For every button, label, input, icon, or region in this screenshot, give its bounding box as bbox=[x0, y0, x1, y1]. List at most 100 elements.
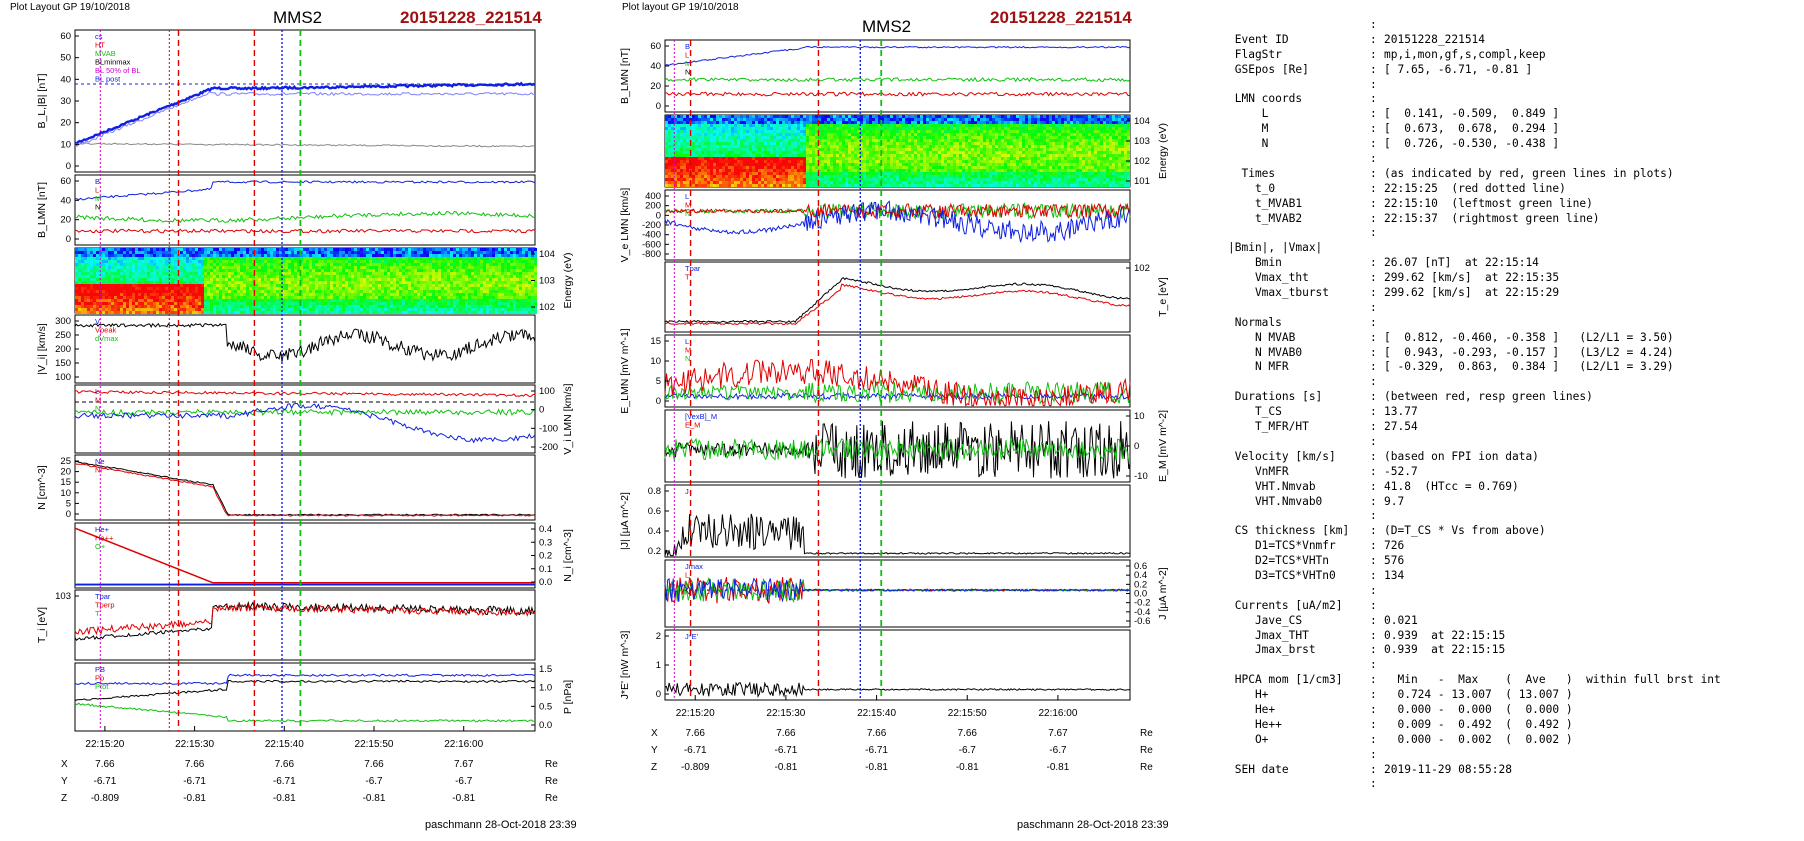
spectrogram-cell bbox=[809, 118, 812, 121]
spectrogram-cell bbox=[450, 293, 453, 296]
spectrogram-cell bbox=[132, 293, 135, 296]
spectrogram-cell bbox=[764, 121, 767, 124]
spectrogram-cell bbox=[725, 115, 728, 118]
spectrogram-cell bbox=[746, 178, 749, 181]
spectrogram-cell bbox=[426, 287, 429, 290]
spectrogram-cell bbox=[695, 181, 698, 184]
spectrogram-cell bbox=[764, 178, 767, 181]
spectrogram-cell bbox=[725, 169, 728, 172]
spectrogram-cell bbox=[725, 121, 728, 124]
spectrogram-cell bbox=[147, 290, 150, 293]
spectrogram-cell bbox=[327, 287, 330, 290]
spectrogram-cell bbox=[387, 254, 390, 257]
spectrogram-cell bbox=[156, 290, 159, 293]
spectrogram-cell bbox=[740, 139, 743, 142]
spectrogram-cell bbox=[177, 287, 180, 290]
spectrogram-cell bbox=[213, 263, 216, 266]
spectrogram-cell bbox=[108, 272, 111, 275]
spectrogram-cell bbox=[525, 296, 528, 299]
spectrogram-cell bbox=[378, 266, 381, 269]
spectrogram-cell bbox=[201, 311, 204, 314]
spectrogram-cell bbox=[734, 115, 737, 118]
spectrogram-cell bbox=[800, 175, 803, 178]
spectrogram-cell bbox=[707, 166, 710, 169]
spectrogram-cell bbox=[219, 305, 222, 308]
spectrogram-cell bbox=[686, 124, 689, 127]
spectrogram-cell bbox=[324, 254, 327, 257]
spectrogram-cell bbox=[731, 157, 734, 160]
spectrogram-cell bbox=[444, 290, 447, 293]
spectrogram-cell bbox=[249, 272, 252, 275]
spectrogram-cell bbox=[815, 166, 818, 169]
spectrogram-cell bbox=[489, 272, 492, 275]
spectrogram-cell bbox=[480, 293, 483, 296]
spectrogram-cell bbox=[423, 251, 426, 254]
spectrogram-cell bbox=[216, 248, 219, 251]
spectrogram-cell bbox=[129, 257, 132, 260]
spectrogram-cell bbox=[782, 145, 785, 148]
spectrogram-cell bbox=[135, 308, 138, 311]
spectrogram-cell bbox=[207, 266, 210, 269]
spectrogram-cell bbox=[117, 260, 120, 263]
spectrogram-cell bbox=[240, 275, 243, 278]
spectrogram-cell bbox=[803, 160, 806, 163]
spectrogram-cell bbox=[75, 254, 78, 257]
spectrogram-cell bbox=[363, 278, 366, 281]
spectrogram-cell bbox=[189, 284, 192, 287]
spectrogram-cell bbox=[435, 248, 438, 251]
spectrogram-cell bbox=[294, 251, 297, 254]
spectrogram-cell bbox=[156, 266, 159, 269]
spectrogram-cell bbox=[261, 248, 264, 251]
spectrogram-cell bbox=[695, 115, 698, 118]
spectrogram-cell bbox=[698, 184, 701, 187]
spectrogram-cell bbox=[689, 118, 692, 121]
spectrogram-cell bbox=[791, 136, 794, 139]
spectrogram-cell bbox=[192, 278, 195, 281]
spectrogram-cell bbox=[809, 148, 812, 151]
spectrogram-cell bbox=[168, 260, 171, 263]
spectrogram-cell bbox=[75, 269, 78, 272]
spectrogram-cell bbox=[767, 151, 770, 154]
spectrogram-cell bbox=[270, 257, 273, 260]
spectrogram-cell bbox=[776, 139, 779, 142]
spectrogram-cell bbox=[731, 154, 734, 157]
spectrogram-cell bbox=[489, 254, 492, 257]
spectrogram-cell bbox=[357, 308, 360, 311]
spectrogram-cell bbox=[213, 260, 216, 263]
spectrogram-cell bbox=[402, 278, 405, 281]
spectrogram-cell bbox=[162, 278, 165, 281]
spectrogram-cell bbox=[417, 296, 420, 299]
spectrogram-cell bbox=[309, 308, 312, 311]
spectrogram-cell bbox=[686, 166, 689, 169]
mid-y-axis-label: B_LMN [nT] bbox=[619, 48, 631, 104]
left-BLminmax-line bbox=[74, 142, 536, 148]
spectrogram-cell bbox=[788, 133, 791, 136]
spectrogram-cell bbox=[534, 269, 537, 272]
spectrogram-cell bbox=[686, 115, 689, 118]
spectrogram-cell bbox=[384, 251, 387, 254]
spectrogram-cell bbox=[474, 254, 477, 257]
spectrogram-cell bbox=[216, 281, 219, 284]
spectrogram-cell bbox=[495, 311, 498, 314]
spectrogram-cell bbox=[366, 305, 369, 308]
spectrogram-cell bbox=[342, 290, 345, 293]
spectrogram-cell bbox=[423, 275, 426, 278]
spectrogram-cell bbox=[818, 139, 821, 142]
spectrogram-cell bbox=[201, 293, 204, 296]
spectrogram-cell bbox=[153, 290, 156, 293]
spectrogram-cell bbox=[303, 266, 306, 269]
spectrogram-cell bbox=[267, 260, 270, 263]
spectrogram-cell bbox=[674, 157, 677, 160]
left-BL-line bbox=[74, 91, 536, 147]
spectrogram-cell bbox=[767, 130, 770, 133]
spectrogram-cell bbox=[474, 263, 477, 266]
spectrogram-cell bbox=[713, 115, 716, 118]
left-pos-value: 7.66 bbox=[185, 759, 205, 770]
spectrogram-cell bbox=[704, 148, 707, 151]
spectrogram-cell bbox=[108, 308, 111, 311]
spectrogram-cell bbox=[333, 260, 336, 263]
spectrogram-cell bbox=[665, 142, 668, 145]
spectrogram-cell bbox=[794, 118, 797, 121]
spectrogram-cell bbox=[228, 254, 231, 257]
spectrogram-cell bbox=[426, 290, 429, 293]
